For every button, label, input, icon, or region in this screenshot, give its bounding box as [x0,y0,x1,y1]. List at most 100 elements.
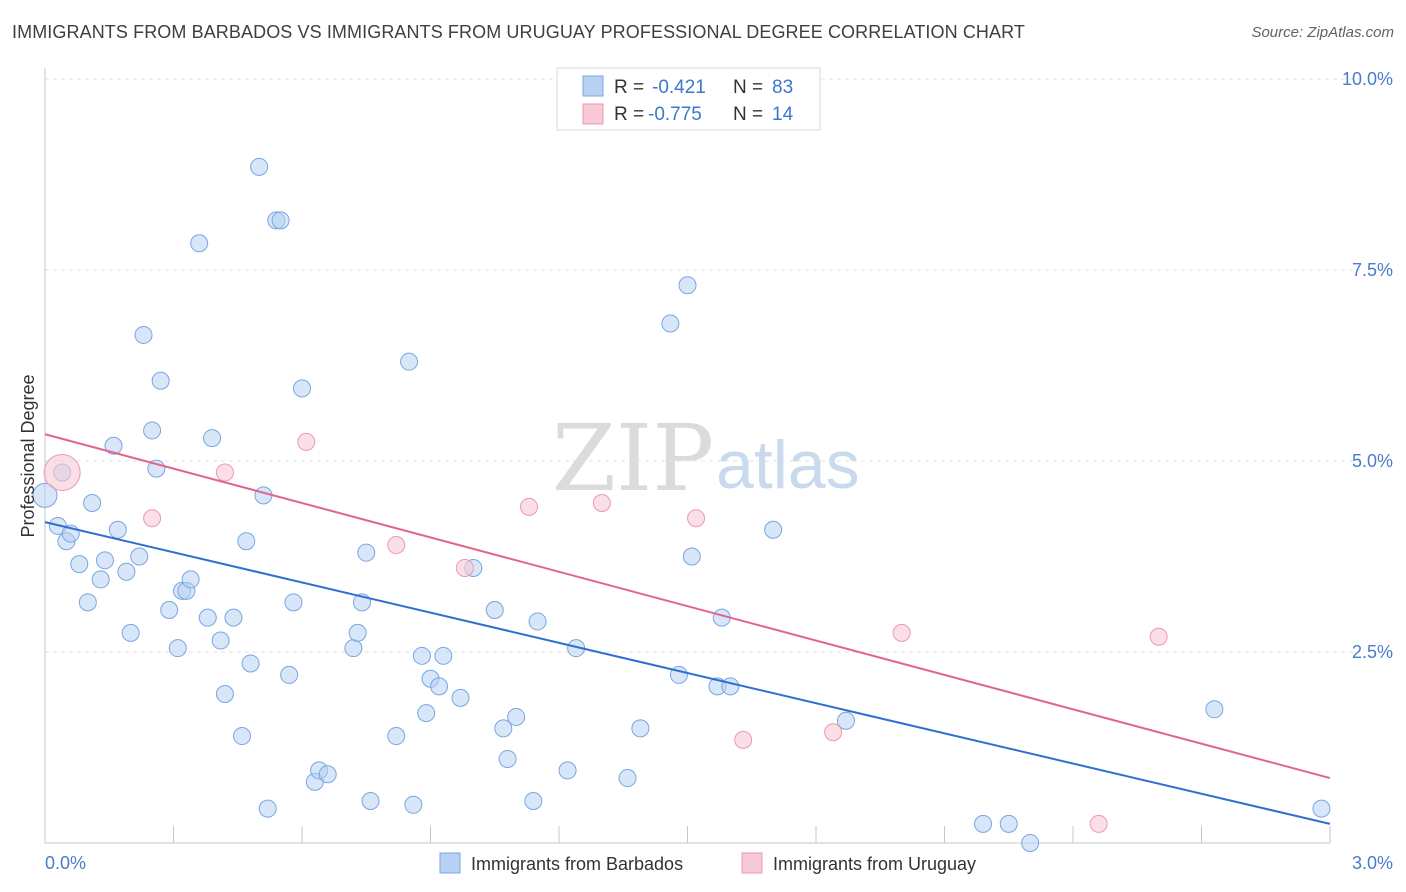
x-tick-label: 0.0% [45,853,86,873]
point-barbados [121,623,140,642]
point-barbados [117,562,136,581]
watermark-zip: ZIP [552,405,714,512]
point-uruguay [734,730,753,749]
point-barbados [318,765,337,784]
bottom-legend-swatch-barbados [439,852,461,874]
point-barbados [682,547,701,566]
point-uruguay [892,623,911,642]
point-uruguay [1149,627,1168,646]
point-barbados [485,600,504,619]
y-axis-title: Professional Degree [18,374,38,537]
point-uruguay [520,497,539,516]
point-barbados [91,570,110,589]
point-barbados [78,593,97,612]
point-barbados [357,543,376,562]
point-barbados [361,791,380,810]
series-legend: Immigrants from Barbados Immigrants from… [439,852,976,874]
bottom-legend-label-barbados: Immigrants from Barbados [471,854,683,874]
point-barbados [661,314,680,333]
point-uruguay [687,509,706,528]
y-tick-label: 10.0% [1342,69,1393,89]
point-barbados [284,593,303,612]
x-tick-label: 3.0% [1352,853,1393,873]
point-uruguay [387,536,406,555]
point-uruguay [824,723,843,742]
point-barbados [524,791,543,810]
point-barbados [1312,799,1331,818]
legend-swatch-barbados [582,75,604,97]
point-barbados [104,436,123,455]
legend-r-value-uruguay: -0.775 [648,104,702,125]
point-uruguay [143,509,162,528]
y-tick-label: 2.5% [1352,642,1393,662]
point-barbados [241,654,260,673]
point-barbados [974,814,993,833]
point-barbados [258,799,277,818]
point-uruguay [1089,814,1108,833]
point-uruguay [43,453,81,491]
point-barbados [1021,834,1040,852]
trend-line-barbados [44,521,1331,825]
point-barbados [528,612,547,631]
point-barbados [1205,700,1224,719]
legend-n-value-barbados: 83 [772,77,793,98]
legend-n-label-barbados: N = [733,77,763,98]
axes [44,68,1331,844]
point-barbados [215,685,234,704]
point-barbados [254,486,273,505]
point-barbados [836,711,855,730]
chart-source: Source: ZipAtlas.com [1251,24,1394,41]
point-barbados [83,494,102,513]
data-points [32,157,1331,852]
y-tick-label: 5.0% [1352,451,1393,471]
point-barbados [631,719,650,738]
point-barbados [293,379,311,398]
point-barbados [412,646,431,665]
point-barbados [494,719,513,738]
bottom-legend-swatch-uruguay [741,852,763,874]
point-barbados [387,727,406,746]
y-tick-label: 7.5% [1352,260,1393,280]
point-barbados [95,551,114,570]
point-barbados [250,157,269,176]
bottom-legend-label-uruguay: Immigrants from Uruguay [773,854,976,874]
point-barbados [233,727,252,746]
point-barbados [70,555,89,574]
point-barbados [160,600,179,619]
tick-labels: 2.5% 5.0% 7.5% 10.0% 0.0% 3.0% [45,69,1393,873]
trend-lines [44,433,1331,825]
legend-r-label-barbados: R = [614,77,644,98]
point-barbados [237,532,256,551]
legend-r-value-barbados: -0.421 [652,77,706,98]
point-barbados [678,276,697,295]
point-barbados [190,234,209,253]
point-barbados [130,547,149,566]
point-barbados [203,429,222,448]
point-barbados [151,371,170,390]
point-barbados [764,520,783,539]
point-barbados [348,623,367,642]
point-barbados [344,639,363,658]
point-barbados [400,352,419,371]
point-barbados [211,631,230,650]
point-barbados [430,677,449,696]
legend-r-label-uruguay: R = [614,104,644,125]
point-barbados [434,646,453,665]
point-uruguay [215,463,234,482]
chart-title: IMMIGRANTS FROM BARBADOS VS IMMIGRANTS F… [12,22,1026,42]
point-uruguay [592,494,611,513]
point-barbados [198,608,217,627]
point-uruguay [455,558,474,577]
point-barbados [618,769,637,788]
point-barbados [498,749,517,768]
point-barbados [404,795,423,814]
legend-swatch-uruguay [582,103,604,125]
point-barbados [143,421,162,440]
stats-legend: R = -0.421 N = 83 R = -0.775 N = 14 [556,67,821,131]
point-barbados [271,211,290,230]
point-barbados [134,325,153,344]
point-barbados [224,608,243,627]
grid-lines [45,78,1360,653]
point-barbados [108,520,127,539]
